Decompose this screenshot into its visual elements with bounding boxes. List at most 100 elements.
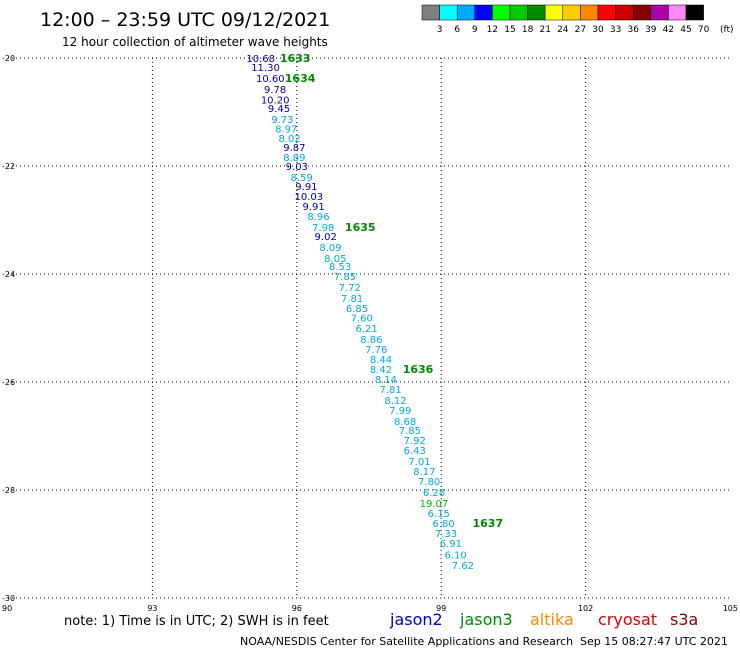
swh-point-label: 6.91 xyxy=(440,539,462,550)
swh-point-label: 8.89 xyxy=(283,153,305,164)
swh-point-label: 8.02 xyxy=(278,134,300,145)
x-tick-label: 102 xyxy=(578,604,593,613)
colorbar-tick-label: 15 xyxy=(504,25,515,35)
colorbar-swatch xyxy=(597,4,616,21)
swh-point-label: 9.91 xyxy=(303,202,325,213)
swh-point-label: 7.76 xyxy=(365,345,387,356)
swh-point-label: 10.03 xyxy=(295,192,324,203)
colorbar-tick-label: 24 xyxy=(557,25,569,35)
swh-point-label: 7.62 xyxy=(452,561,474,572)
colorbar-swatch xyxy=(562,4,581,21)
swh-point-label: 7.99 xyxy=(389,406,411,417)
footer-credit: NOAA/NESDIS Center for Satellite Applica… xyxy=(240,635,573,648)
colorbar-tick-label: 18 xyxy=(522,25,534,35)
swh-point-label: 7.98 xyxy=(312,223,334,234)
y-tick-label: -20 xyxy=(2,54,15,63)
swh-point-label: 8.42 xyxy=(370,365,392,376)
swh-point-label: 9.87 xyxy=(283,143,305,154)
colorbar-swatch xyxy=(474,4,493,21)
swh-point-label: 8.14 xyxy=(375,375,397,386)
colorbar-swatch xyxy=(685,4,704,21)
colorbar-tick-label: 27 xyxy=(575,25,586,35)
swh-point-label: 7.81 xyxy=(380,385,402,396)
swh-point-label: 8.17 xyxy=(413,467,435,478)
swh-point-label: 8.59 xyxy=(290,173,312,184)
swh-point-label: 11.30 xyxy=(251,63,280,74)
colorbar-tick-label: 12 xyxy=(487,25,498,35)
swh-point-label: 8.53 xyxy=(329,262,351,273)
swh-point-label: 8.05 xyxy=(324,254,346,265)
footer-timestamp: Sep 15 08:27:47 UTC 2021 xyxy=(580,635,728,648)
swh-point-label: 8.12 xyxy=(384,396,406,407)
legend-altika: altika xyxy=(530,610,574,629)
colorbar-swatch xyxy=(650,4,669,21)
time-label: 1636 xyxy=(403,363,434,376)
x-tick-label: 90 xyxy=(2,604,12,613)
swh-point-label: 7.60 xyxy=(351,314,373,325)
legend-jason2: jason2 xyxy=(389,610,443,629)
wave-height-points: 10.6811.3010.609.7810.209.459.738.978.02… xyxy=(246,54,474,572)
colorbar-swatch xyxy=(421,4,440,21)
colorbar-tick-label: 9 xyxy=(472,25,478,35)
swh-point-label: 9.91 xyxy=(295,182,317,193)
swh-point-label: 10.20 xyxy=(261,96,290,107)
swh-point-label: 6.85 xyxy=(346,304,368,315)
swh-point-label: 8.86 xyxy=(360,335,382,346)
swh-point-label: 8.44 xyxy=(370,355,392,366)
swh-point-label: 8.97 xyxy=(275,125,297,136)
swh-point-label: 6.43 xyxy=(404,446,426,457)
swh-point-label: 9.03 xyxy=(286,162,308,173)
swh-point-label: 7.92 xyxy=(404,436,426,447)
x-tick-label: 105 xyxy=(723,604,738,613)
colorbar-tick-label: 70 xyxy=(698,25,710,35)
colorbar-tick-label: 33 xyxy=(610,25,621,35)
x-tick-label: 99 xyxy=(436,604,446,613)
colorbar-tick-label: 21 xyxy=(539,25,550,35)
y-tick-label: -26 xyxy=(2,378,15,387)
swh-point-label: 9.73 xyxy=(271,115,293,126)
colorbar-tick-label: 6 xyxy=(454,25,460,35)
swh-point-label: 6.28 xyxy=(423,488,445,499)
swh-point-label: 7.85 xyxy=(399,426,421,437)
colorbar-tick-label: 42 xyxy=(663,25,674,35)
chart-subtitle: 12 hour collection of altimeter wave hei… xyxy=(62,35,328,49)
swh-point-label: 9.78 xyxy=(264,85,286,96)
x-tick-label: 96 xyxy=(292,604,302,613)
y-tick-label: -28 xyxy=(2,486,15,495)
colorbar-swatch xyxy=(527,4,546,21)
satellite-legend: jason2 jason3 altika cryosat s3a xyxy=(389,610,698,629)
colorbar-swatch xyxy=(492,4,511,21)
colorbar-unit: (ft) xyxy=(720,25,734,35)
swh-point-label: 7.80 xyxy=(418,477,440,488)
time-label: 1637 xyxy=(472,517,503,530)
colorbar-tick-label: 36 xyxy=(627,25,639,35)
colorbar-swatch xyxy=(456,4,476,21)
time-labels: 1633 1634 1635 1636 1637 xyxy=(280,52,503,530)
colorbar-swatch xyxy=(509,4,528,21)
colorbar-swatch xyxy=(632,4,652,21)
x-tick-label: 93 xyxy=(147,604,157,613)
swh-point-label: 8.96 xyxy=(307,212,329,223)
colorbar-swatch xyxy=(580,4,599,21)
swh-point-label: 7.85 xyxy=(334,272,356,283)
swh-point-label: 10.60 xyxy=(256,74,285,85)
swh-point-label: 10.68 xyxy=(246,54,275,65)
swh-point-label: 6.10 xyxy=(445,550,467,561)
colorbar-swatch xyxy=(668,4,687,21)
swh-point-label: 6.80 xyxy=(432,519,454,530)
y-tick-label: -24 xyxy=(2,270,15,279)
legend-jason3: jason3 xyxy=(459,610,513,629)
colorbar-swatch xyxy=(544,4,564,21)
colorbar-swatch xyxy=(615,4,634,21)
swh-point-label: 6.15 xyxy=(428,509,450,520)
y-tick-label: -30 xyxy=(2,594,15,603)
legend-cryosat: cryosat xyxy=(598,610,657,629)
swh-point-label: 7.01 xyxy=(408,457,430,468)
colorbar-tick-label: 39 xyxy=(645,25,657,35)
legend-s3a: s3a xyxy=(670,610,698,629)
time-label: 1634 xyxy=(285,72,316,85)
colorbar-tick-label: 45 xyxy=(680,25,691,35)
colorbar-tick-label: 30 xyxy=(592,25,604,35)
swh-point-label: 7.33 xyxy=(435,529,457,540)
